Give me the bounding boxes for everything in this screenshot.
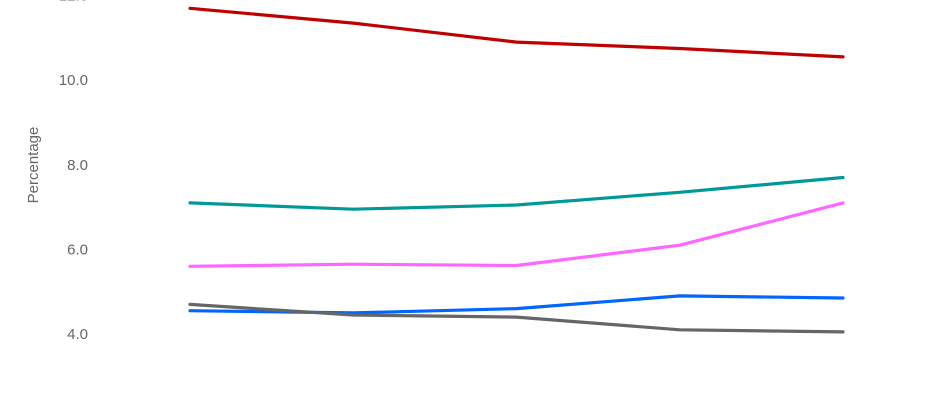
series-line-2 bbox=[188, 175, 845, 211]
series-line-1 bbox=[188, 6, 845, 59]
y-tick-label: 4.0 bbox=[67, 326, 88, 343]
y-axis-title: Percentage bbox=[25, 127, 42, 204]
series-line-5 bbox=[188, 302, 845, 334]
series-line-3 bbox=[188, 201, 845, 268]
y-tick-label: 8.0 bbox=[67, 157, 88, 174]
series-lines bbox=[188, 6, 845, 334]
y-tick-label: 6.0 bbox=[67, 241, 88, 258]
y-axis-ticks: 4.0 6.0 8.0 10.0 12.0 bbox=[59, 0, 88, 343]
y-tick-label: 12.0 bbox=[59, 0, 88, 5]
y-tick-label: 10.0 bbox=[59, 72, 88, 89]
